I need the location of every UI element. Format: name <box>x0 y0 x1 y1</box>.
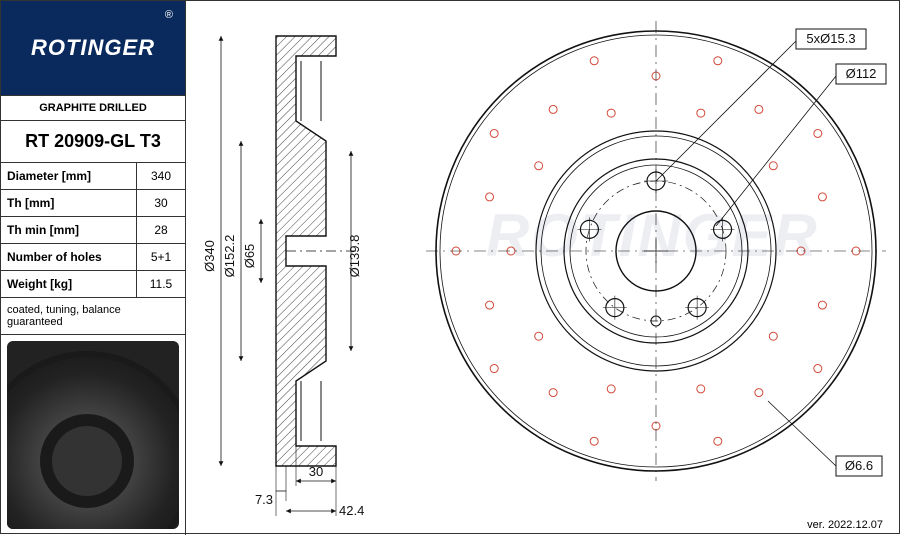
version-label: ver. 2022.12.07 <box>807 519 883 531</box>
spec-row: Th [mm] 30 <box>1 190 185 217</box>
part-number: RT 20909-GL T3 <box>1 121 185 163</box>
product-photo <box>7 341 179 529</box>
callout-pcd: Ø112 <box>846 66 877 81</box>
registered-icon: ® <box>165 9 173 21</box>
dim-hat-od: Ø152.2 <box>222 235 237 278</box>
spec-label: Number of holes <box>1 244 137 270</box>
spec-value: 11.5 <box>137 271 185 297</box>
spec-row: Number of holes 5+1 <box>1 244 185 271</box>
callout-drill: Ø6.6 <box>845 458 873 473</box>
dim-hat-depth: 42.4 <box>339 503 364 518</box>
spec-row: Diameter [mm] 340 <box>1 163 185 190</box>
spec-row: Th min [mm] 28 <box>1 217 185 244</box>
disc-photo-icon <box>7 351 179 529</box>
spec-value: 340 <box>137 163 185 189</box>
brand-logo: ROTINGER ® <box>1 1 185 96</box>
spec-value: 28 <box>137 217 185 243</box>
dim-offset: 7.3 <box>255 492 273 507</box>
spec-row: Weight [kg] 11.5 <box>1 271 185 298</box>
section-view: Ø340 Ø152.2 Ø65 Ø139.8 7.3 30 42.4 <box>202 36 364 518</box>
spec-value: 30 <box>137 190 185 216</box>
drawing-svg: Ø340 Ø152.2 Ø65 Ø139.8 7.3 30 42.4 <box>186 1 900 535</box>
spec-label: Diameter [mm] <box>1 163 137 189</box>
dim-register: Ø139.8 <box>347 235 362 278</box>
spec-notes: coated, tuning, balance guaranteed <box>1 298 185 335</box>
dim-thickness: 30 <box>309 464 323 479</box>
technical-drawing: ROTINGER Ø340 <box>186 1 900 535</box>
spec-label: Th [mm] <box>1 190 137 216</box>
spec-panel: ROTINGER ® GRAPHITE DRILLED RT 20909-GL … <box>1 1 186 535</box>
product-subtitle: GRAPHITE DRILLED <box>1 96 185 121</box>
brand-text: ROTINGER <box>31 35 155 61</box>
callout-bolt-holes: 5xØ15.3 <box>806 31 855 46</box>
spec-value: 5+1 <box>137 244 185 270</box>
face-view <box>426 21 886 481</box>
spec-label: Th min [mm] <box>1 217 137 243</box>
dim-outer-dia: Ø340 <box>202 240 217 272</box>
spec-label: Weight [kg] <box>1 271 137 297</box>
dim-hub-bore: Ø65 <box>242 244 257 269</box>
